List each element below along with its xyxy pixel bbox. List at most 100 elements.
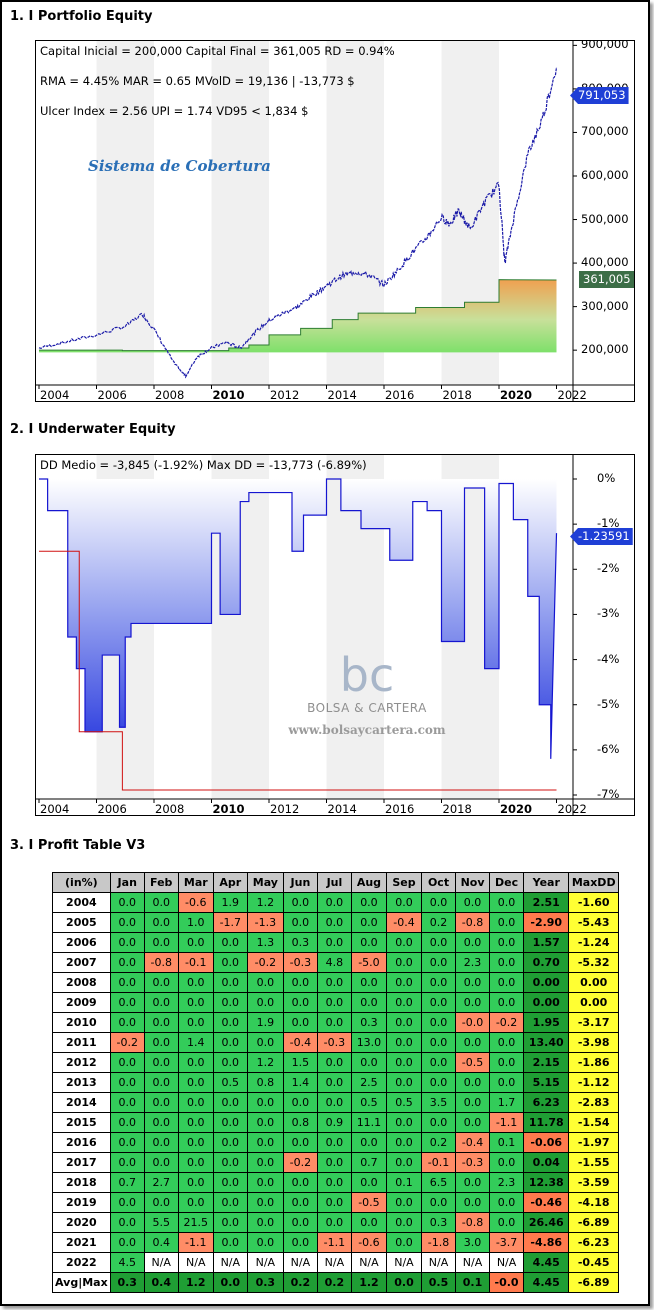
max-dd-cell: -1.86 [568,1052,619,1073]
dd-stats: DD Medio = -3,845 (-1.92%) Max DD = -13,… [40,458,367,472]
month-cell: 0.0 [143,1072,179,1093]
max-dd-cell: -4.18 [568,1192,619,1213]
month-cell: 0.0 [177,1132,214,1153]
max-dd-cell: -0.45 [568,1252,619,1273]
max-dd-cell: -1.24 [568,932,619,953]
month-cell: 0.0 [282,1092,318,1113]
month-cell: 0.0 [316,1052,352,1073]
x-tick-label: 2018 [442,802,472,816]
month-cell: 0.0 [212,1032,248,1053]
year-return: 0.00 [523,992,570,1013]
month-cell: N/A [212,1252,248,1273]
month-cell: 0.0 [489,912,525,933]
month-cell: 0.0 [385,1112,423,1133]
month-cell: 0.0 [246,992,284,1013]
month-cell: 0.0 [350,1172,387,1193]
month-cell: 0.0 [489,1052,525,1073]
month-cell: N/A [455,1252,491,1273]
footer-label: Avg|Max [52,1272,111,1293]
year-return: -0.46 [523,1192,570,1213]
month-cell: 0.0 [143,1112,179,1133]
row-year: 2013 [52,1072,111,1093]
month-cell: -0.6 [350,1232,387,1253]
row-year: 2004 [52,892,111,913]
month-cell: 0.0 [385,932,423,953]
month-cell: 0.0 [143,1012,179,1033]
price-line [38,67,558,379]
month-cell: 0.0 [421,992,457,1013]
month-cell: -0.6 [177,892,214,913]
month-cell: 0.0 [143,1152,179,1173]
month-cell: -0.8 [455,912,491,933]
y-tick-label: -3% [597,606,620,621]
column-header: Mar [177,872,214,893]
month-cell: 0.0 [282,1132,318,1153]
month-cell: 0.0 [282,992,318,1013]
row-year: 2015 [52,1112,111,1133]
month-cell: 0.0 [350,912,387,933]
month-cell: -0.1 [421,1152,457,1173]
month-cell: -1.3 [246,912,284,933]
month-cell: 0.0 [212,1092,248,1113]
month-cell: 0.0 [316,1192,352,1213]
y-tick-label: -1% [597,516,620,531]
month-cell: 0.0 [143,1132,179,1153]
month-cell: 1.7 [489,1092,525,1113]
watermark-brand: BOLSA & CARTERA [307,701,427,715]
month-cell: 0.0 [489,1152,525,1173]
final-capital-tag: 361,005 [579,271,634,288]
month-cell: 0.0 [316,912,352,933]
month-cell: 0.0 [212,1012,248,1033]
y-tick-label: -7% [597,787,620,801]
month-cell: 0.0 [109,1132,145,1153]
month-cell: 0.0 [282,1172,318,1193]
month-cell: 0.0 [109,1012,145,1033]
month-cell: 0.7 [109,1172,145,1193]
max-dd-cell: -2.83 [568,1092,619,1113]
column-header: May [246,872,284,893]
month-cell: 0.0 [246,1152,284,1173]
row-year: 2007 [52,952,111,973]
year-return: -0.06 [523,1132,570,1153]
month-cell: 2.3 [489,1172,525,1193]
month-cell: 0.0 [421,1052,457,1073]
x-tick-label: 2014 [327,388,357,402]
table-row: 2020 0.0 5.5 21.5 0.0 0.0 0.0 0.0 0.0 0.0 0.3 -0.8 0… [52,1212,619,1233]
year-return: -4.86 [523,1232,570,1253]
month-cell: 0.0 [177,1172,214,1193]
month-cell: 0.0 [421,1192,457,1213]
month-cell: 0.0 [350,932,387,953]
portfolio-equity-chart: Capital Inicial = 200,000 Capital Final … [35,40,635,402]
table-row: 2019 0.0 0.0 0.0 0.0 0.0 0.0 0.0 -0.5 0.0 0.0 0.0 0.… [52,1192,619,1213]
month-cell: 0.0 [109,892,145,913]
month-cell: 0.0 [489,1212,525,1233]
y-tick-label: -4% [597,651,620,666]
month-cell: 0.0 [177,972,214,993]
month-cell: -0.8 [455,1212,491,1233]
month-cell: 0.0 [246,1092,284,1113]
month-cell: 0.5 [212,1072,248,1093]
table-row: 2005 0.0 0.0 1.0 -1.7 -1.3 0.0 0.0 0.0 -0.4 0.2 -0.… [52,912,619,933]
month-cell: 0.0 [350,1212,387,1233]
max-dd-cell: -1.97 [568,1132,619,1153]
year-return: 6.23 [523,1092,570,1113]
table-row: 2010 0.0 0.0 0.0 0.0 1.9 0.0 0.0 0.3 0.0 0.0 -0.0 -0… [52,1012,619,1033]
max-dd-cell: -1.12 [568,1072,619,1093]
row-year: 2014 [52,1092,111,1113]
max-drawdown-line [39,550,557,791]
footer-cell: 0.4 [143,1272,179,1293]
month-cell: -0.2 [489,1012,525,1033]
month-cell: 4.8 [316,952,352,973]
row-year: 2008 [52,972,111,993]
x-tick-label: 2014 [327,802,357,816]
year-return: 0.04 [523,1152,570,1173]
month-cell: 0.0 [421,1032,457,1053]
month-cell: 0.0 [143,1192,179,1213]
y-tick-label: -2% [597,561,620,576]
month-cell: 0.0 [109,1092,145,1113]
year-return: 2.51 [523,892,570,913]
month-cell: 0.0 [385,1052,423,1073]
month-cell: N/A [246,1252,284,1273]
month-cell: -0.3 [282,952,318,973]
table-footer-row: Avg|Max 0.3 0.4 1.2 0.0 0.3 0.2 0.2 1.2 0.0 0.5 0.1… [52,1272,619,1293]
